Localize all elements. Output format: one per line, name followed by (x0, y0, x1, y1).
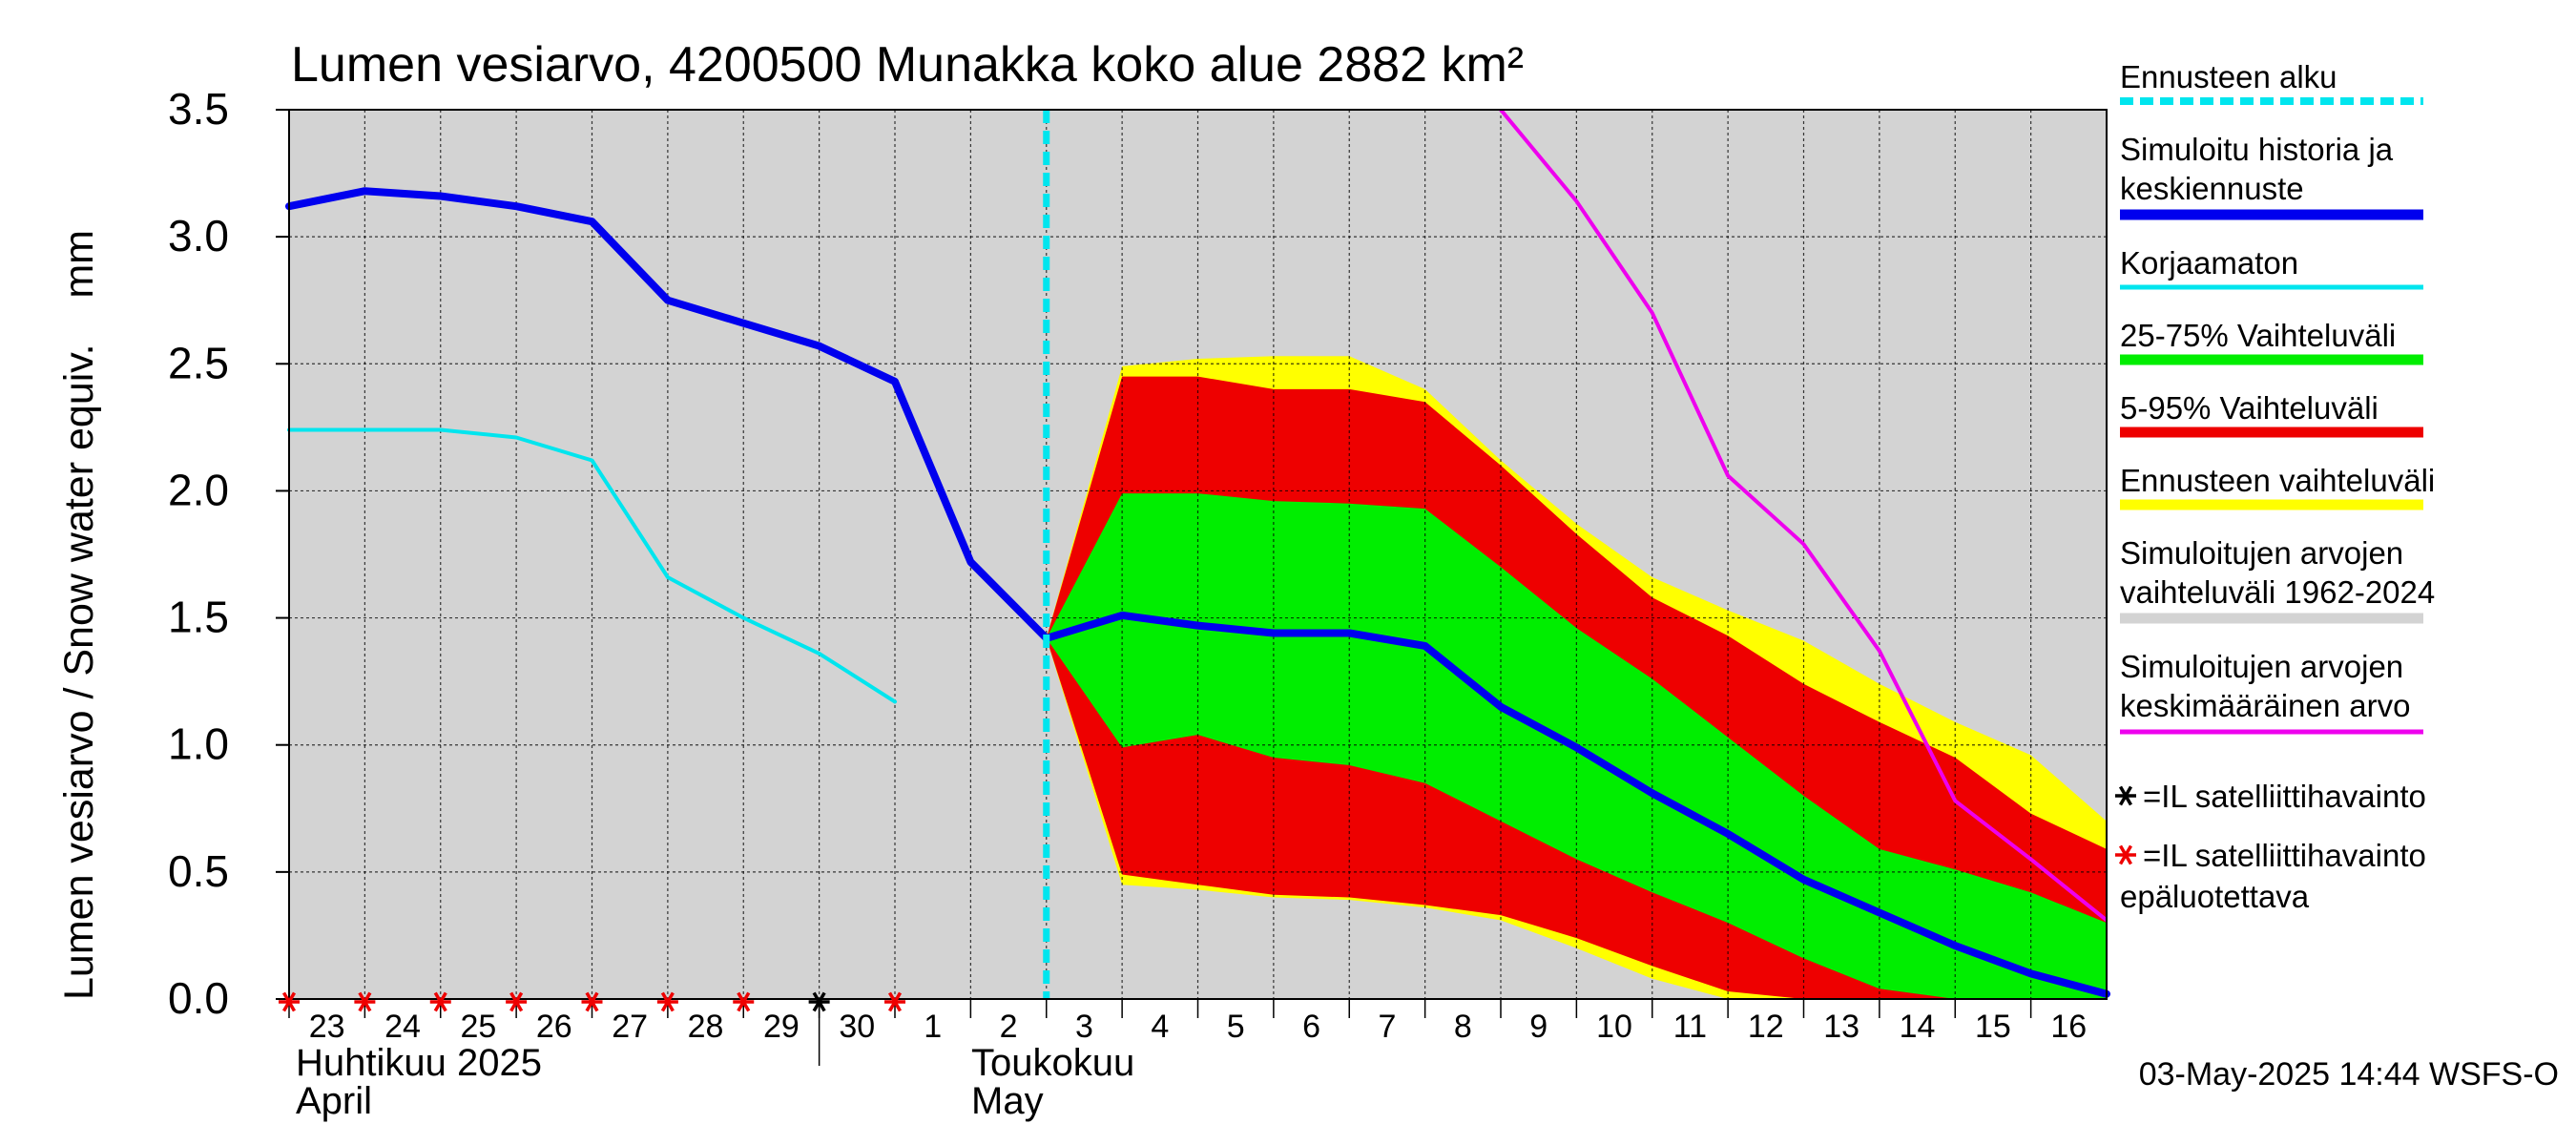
marker-stroke (585, 991, 599, 1012)
y-tick-label: 3.0 (168, 211, 229, 260)
x-tick-label: 24 (384, 1009, 421, 1045)
x-tick-label: 12 (1748, 1009, 1784, 1045)
line-simulated-forecast (285, 187, 2110, 998)
legend-label: vaihteluväli 1962-2024 (2120, 574, 2435, 610)
marker-stroke (887, 991, 903, 1012)
y-axis-label: Lumen vesiarvo / Snow water equiv. mm (56, 230, 102, 1000)
x-tick-label: 28 (688, 1009, 724, 1045)
timestamp: 03-May-2025 14:44 WSFS-O (2138, 1056, 2559, 1093)
x-tick-label: 23 (309, 1009, 345, 1045)
marker-stroke (812, 991, 826, 1012)
y-tick-label: 3.5 (168, 84, 229, 134)
legend-label: keskiennuste (2120, 171, 2304, 206)
x-tick-label: 7 (1378, 1009, 1396, 1045)
legend-satellite-icon (2115, 785, 2136, 806)
line-simulated-mean (1498, 110, 2107, 923)
y-tick-label: 0.0 (168, 973, 229, 1023)
satellite-observation-unreliable-marker (506, 991, 528, 1012)
y-tick-label: 1.5 (168, 593, 229, 642)
legend-satellite-unreliable-icon (2115, 844, 2136, 865)
marker-stroke (281, 991, 297, 1012)
clipped-lines (1498, 110, 2107, 923)
x-tick-label: 1 (924, 1009, 942, 1045)
marker-stroke (2118, 785, 2133, 806)
y-tick-label: 2.0 (168, 465, 229, 514)
line-uncorrected (287, 427, 897, 704)
marker-stroke (509, 991, 524, 1012)
marker-stroke (358, 991, 372, 1012)
y-tick-label: 0.5 (168, 846, 229, 896)
x-tick-label: 9 (1529, 1009, 1548, 1045)
x-tick-label: 3 (1075, 1009, 1093, 1045)
x-tick-label: 8 (1454, 1009, 1472, 1045)
marker-stroke (433, 991, 447, 1012)
satellite-observation-marker (808, 991, 830, 1012)
x-tick-label: 14 (1900, 1009, 1936, 1045)
x-tick-label: 26 (536, 1009, 572, 1045)
x-tick-label: 2 (1000, 1009, 1018, 1045)
satellite-observation-unreliable-marker (581, 991, 603, 1012)
satellite-observation-unreliable-marker (354, 991, 376, 1012)
legend-label: Simuloitujen arvojen (2120, 535, 2403, 571)
x-tick-label: 30 (839, 1009, 875, 1045)
x-tick-label: 13 (1823, 1009, 1859, 1045)
chart-title: Lumen vesiarvo, 4200500 Munakka koko alu… (291, 37, 1524, 93)
x-tick-label: 10 (1596, 1009, 1632, 1045)
legend-label: Ennusteen vaihteluväli (2120, 463, 2435, 498)
legend: Ennusteen alku Simuloitu historia ja keski… (2115, 59, 2435, 914)
month-label-may: Toukokuu (971, 1042, 1134, 1084)
x-tick-label: 16 (2050, 1009, 2087, 1045)
x-tick-label: 11 (1673, 1009, 1707, 1045)
x-tick-label: 4 (1151, 1009, 1169, 1045)
legend-label: 25-75% Vaihteluväli (2120, 318, 2396, 353)
legend-label: 5-95% Vaihteluväli (2120, 390, 2379, 426)
x-tick-label: 5 (1227, 1009, 1245, 1045)
legend-label: Simuloitu historia ja (2120, 132, 2394, 167)
x-tick-label: 15 (1975, 1009, 2011, 1045)
satellite-observation-unreliable-marker (733, 991, 755, 1012)
x-tick-label: 29 (763, 1009, 800, 1045)
month-label-april-en: April (296, 1080, 372, 1122)
y-tick-label: 1.0 (168, 719, 229, 769)
legend-label: Korjaamaton (2120, 245, 2298, 281)
x-tick-label: 27 (612, 1009, 648, 1045)
legend-label: epäluotettava (2120, 879, 2310, 914)
marker-stroke (2118, 844, 2133, 865)
x-tick-label: 6 (1302, 1009, 1320, 1045)
plot-area: 0.00.51.01.52.02.53.03.523 24 25 26 27 28 29 30… (168, 84, 2110, 1122)
x-tick-label: 25 (461, 1009, 497, 1045)
legend-label: =IL satelliittihavainto (2143, 779, 2426, 814)
satellite-observation-unreliable-marker (656, 991, 678, 1012)
marker-stroke (660, 991, 675, 1012)
satellite-observation-unreliable-marker (884, 991, 905, 1012)
legend-label: keskimääräinen arvo (2120, 688, 2410, 723)
legend-label: Ennusteen alku (2120, 59, 2337, 94)
legend-label: Simuloitujen arvojen (2120, 649, 2403, 684)
satellite-observation-unreliable-marker (279, 991, 300, 1012)
month-label-april: Huhtikuu 2025 (296, 1042, 542, 1084)
marker-stroke (737, 991, 751, 1012)
satellite-observation-unreliable-marker (429, 991, 451, 1012)
y-tick-label: 2.5 (168, 338, 229, 387)
month-label-may-en: May (971, 1080, 1044, 1122)
legend-label: =IL satelliittihavainto (2143, 838, 2426, 873)
